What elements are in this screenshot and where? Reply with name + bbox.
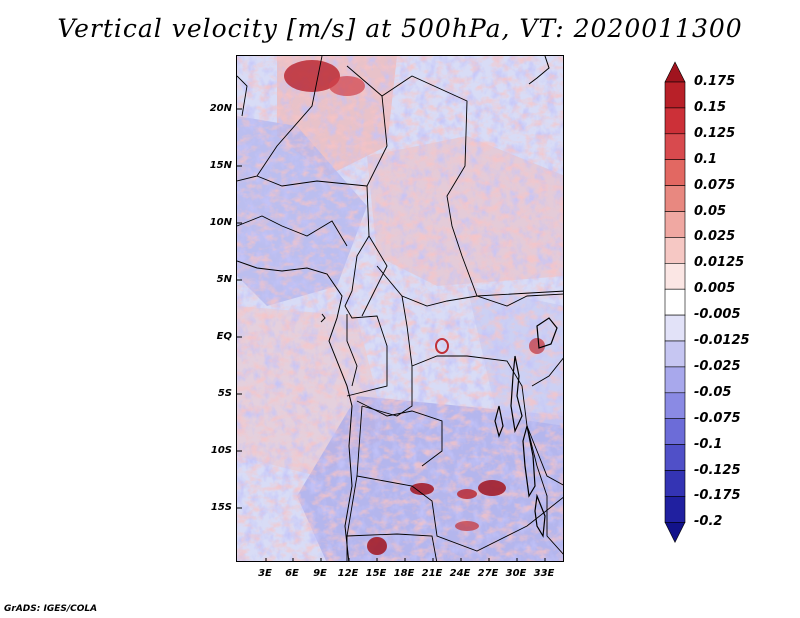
colorbar-swatch xyxy=(664,314,686,342)
colorbar-label: 0.075 xyxy=(694,177,736,193)
colorbar xyxy=(664,61,686,543)
colorbar-label: 0.1 xyxy=(694,151,718,167)
colorbar-swatch xyxy=(664,496,686,523)
colorbar-swatch-bottom xyxy=(664,522,686,543)
colorbar-swatch xyxy=(664,107,686,135)
lat-label-20n: 20N xyxy=(209,103,232,114)
colorbar-label: -0.025 xyxy=(694,358,741,374)
colorbar-swatch xyxy=(664,81,686,109)
colorbar-label: -0.175 xyxy=(694,488,741,504)
colorbar-label: -0.125 xyxy=(694,462,741,478)
lon-label-24e: 24E xyxy=(449,568,471,579)
lon-label-15e: 15E xyxy=(365,568,387,579)
colorbar-swatch xyxy=(664,470,686,497)
lon-label-30e: 30E xyxy=(505,568,527,579)
colorbar-swatch xyxy=(664,237,686,264)
colorbar-swatch xyxy=(664,392,686,419)
colorbar-label: -0.2 xyxy=(694,514,723,530)
colorbar-label: 0.175 xyxy=(694,74,736,89)
colorbar-swatch xyxy=(664,263,686,290)
lon-label-27e: 27E xyxy=(477,568,499,579)
strong-updraft-spots xyxy=(284,60,545,555)
colorbar-swatch xyxy=(664,211,686,238)
colorbar-label: 0.05 xyxy=(694,203,727,219)
lon-label-6e: 6E xyxy=(285,568,299,579)
lat-label-15s: 15S xyxy=(210,502,232,513)
lat-label-eq: EQ xyxy=(216,331,232,342)
colorbar-label: -0.1 xyxy=(694,436,723,452)
colorbar-swatch xyxy=(664,444,686,471)
vertical-velocity-field xyxy=(237,56,563,561)
colorbar-swatch xyxy=(664,185,686,212)
lon-label-18e: 18E xyxy=(393,568,415,579)
colorbar-label: 0.15 xyxy=(694,99,727,115)
lon-label-9e: 9E xyxy=(313,568,327,579)
great-lakes xyxy=(494,317,558,538)
colorbar-label: -0.0125 xyxy=(694,333,750,348)
map-panel xyxy=(236,55,564,562)
lon-label-21e: 21E xyxy=(421,568,443,579)
lon-label-33e: 33E xyxy=(533,568,555,579)
lon-label-3e: 3E xyxy=(258,568,272,579)
lat-label-5n: 5N xyxy=(216,274,232,285)
colorbar-label: -0.05 xyxy=(694,384,732,400)
colorbar-label: 0.025 xyxy=(694,229,736,245)
colorbar-label: -0.075 xyxy=(694,410,741,426)
map-ticks xyxy=(237,108,546,561)
colorbar-swatch-top xyxy=(664,61,686,83)
colorbar-label: -0.005 xyxy=(694,307,741,323)
coastline xyxy=(237,56,550,561)
grads-credit: GrADS: IGES/COLA xyxy=(4,604,98,614)
colorbar-label: 0.125 xyxy=(694,125,736,141)
colorbar-swatch xyxy=(664,133,686,161)
lat-label-10n: 10N xyxy=(209,217,232,228)
colorbar-label: 0.005 xyxy=(694,281,736,297)
colorbar-swatch xyxy=(664,340,686,368)
lat-label-15n: 15N xyxy=(209,160,232,171)
lat-label-10s: 10S xyxy=(210,445,232,456)
lat-label-5s: 5S xyxy=(217,388,232,399)
colorbar-swatch xyxy=(664,418,686,445)
colorbar-swatch xyxy=(664,366,686,394)
colorbar-swatches xyxy=(664,61,686,543)
colorbar-swatch xyxy=(664,159,686,186)
lon-label-12e: 12E xyxy=(337,568,359,579)
map-title: Vertical velocity [m/s] at 500hPa, VT: 2… xyxy=(57,14,743,43)
colorbar-swatch xyxy=(664,288,686,316)
colorbar-label: 0.0125 xyxy=(694,255,745,271)
